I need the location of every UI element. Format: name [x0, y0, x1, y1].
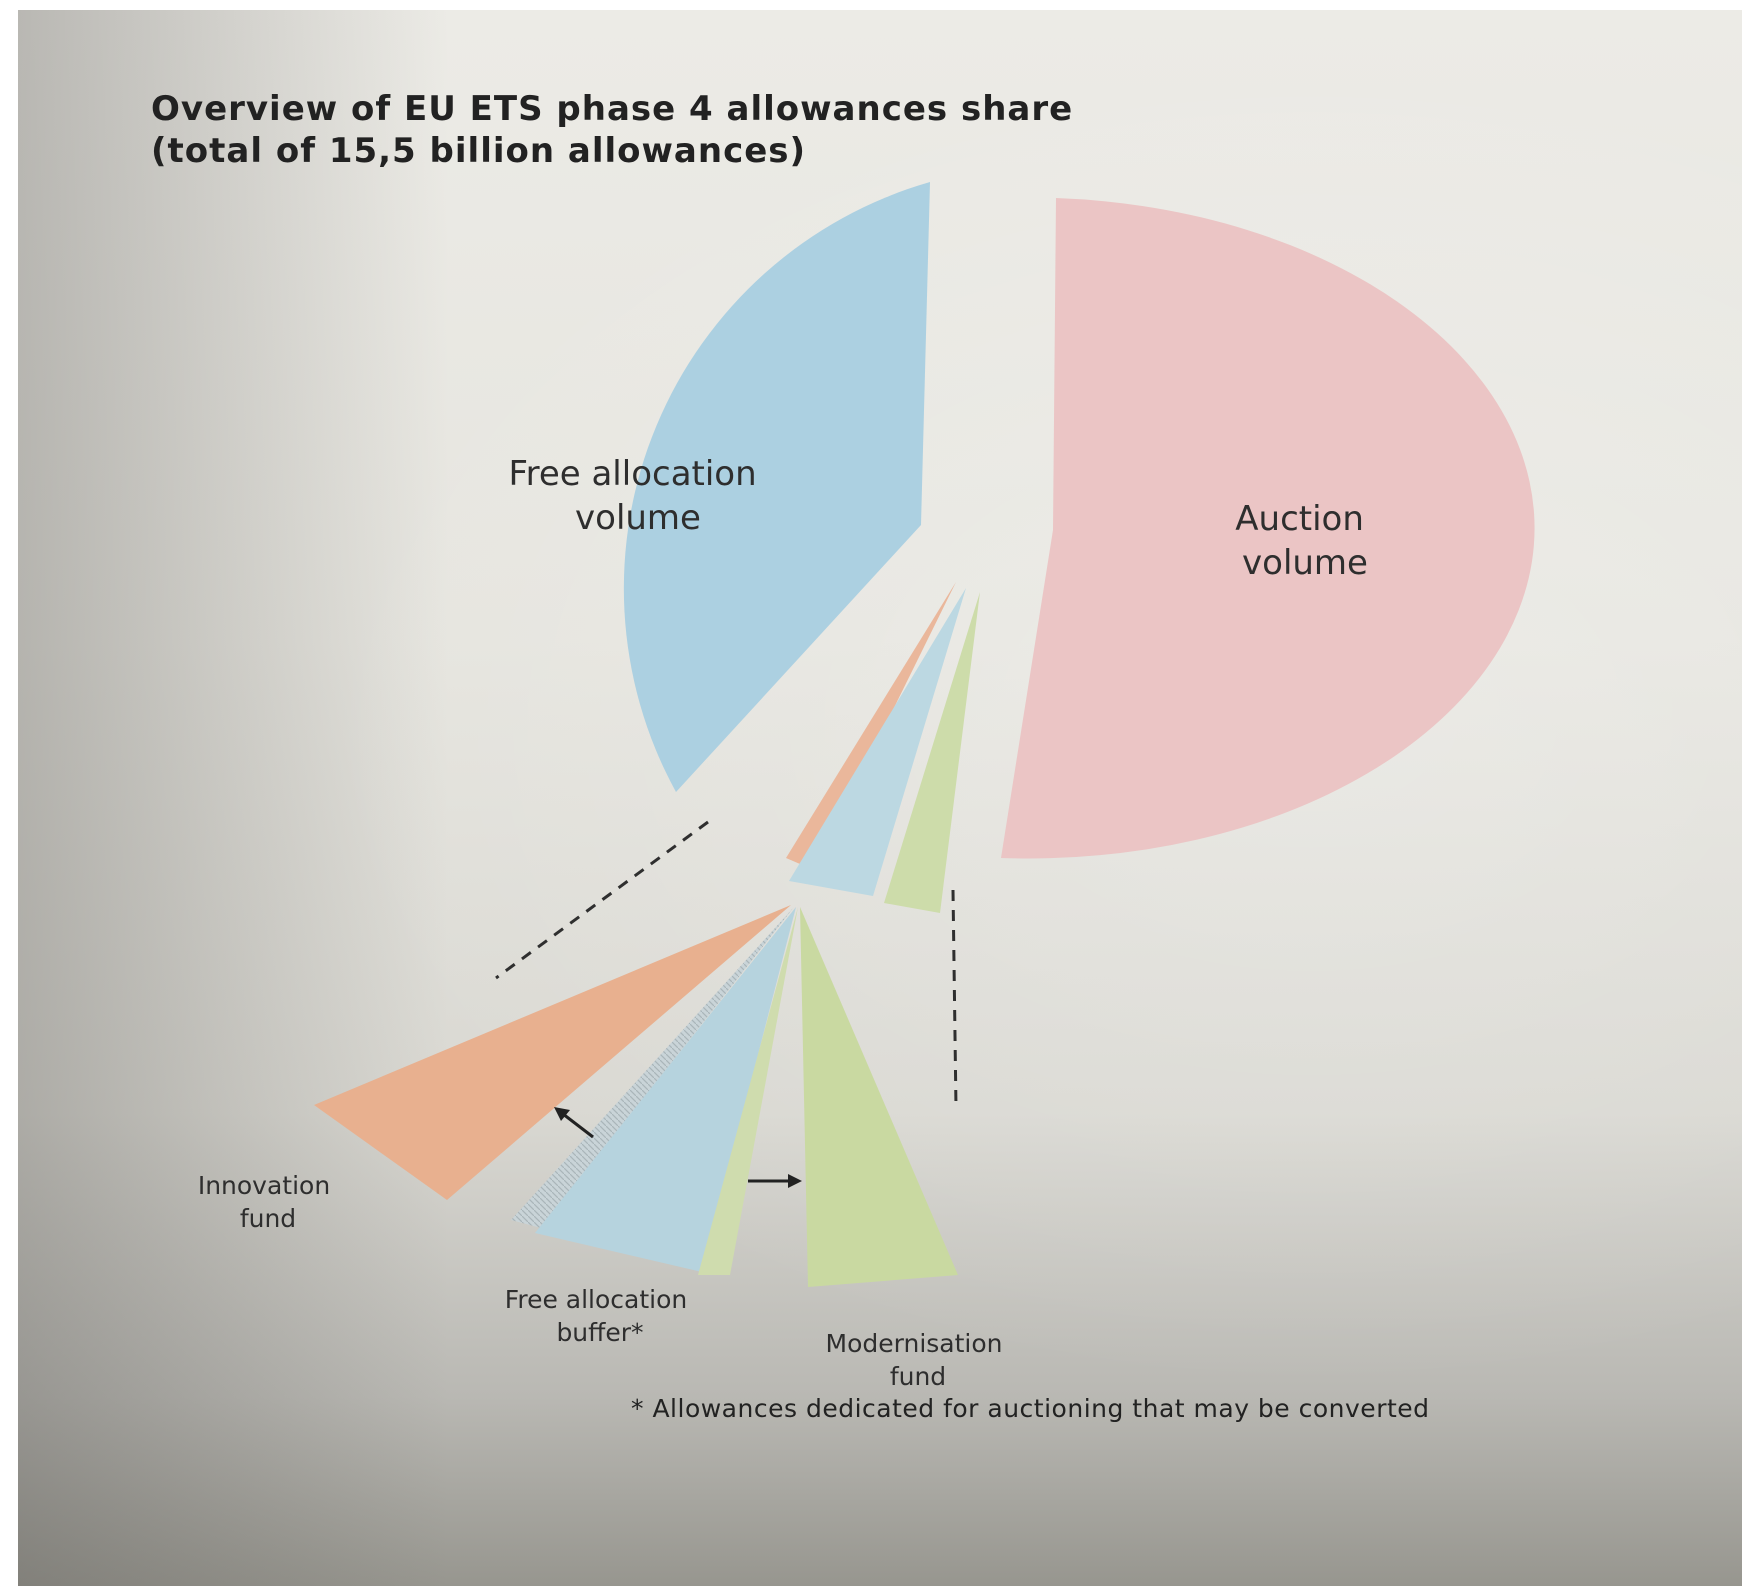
pie-chart: Free allocation volume Auction volume In… — [198, 182, 1535, 1391]
slice-free-allocation-buffer — [789, 588, 966, 896]
label-innovation-fund: Innovation fund — [198, 1171, 338, 1233]
arrow-icon-modernisation — [748, 1174, 802, 1188]
chart-title-line2: (total of 15,5 billion allowances) — [151, 131, 807, 171]
label-auction-line2: volume — [1242, 543, 1368, 583]
detail-slice-modernisation — [800, 907, 958, 1287]
chart-title: Overview of EU ETS phase 4 allowances sh… — [151, 88, 1451, 172]
connector-line-left — [495, 820, 709, 980]
slice-auction — [1001, 198, 1535, 859]
label-modernisation-line2: fund — [890, 1362, 946, 1391]
label-innovation-line1: Innovation — [198, 1171, 330, 1200]
arrow-icon-innovation — [554, 1107, 594, 1139]
detail-slice-innovation — [314, 905, 791, 1200]
label-free-allocation: Free allocation volume — [509, 454, 768, 538]
detail-slice-buffer — [535, 907, 796, 1272]
detail-slice-buffer-hatch — [511, 907, 794, 1228]
label-modernisation-fund: Modernisation fund — [826, 1329, 1011, 1391]
chart-title-line1: Overview of EU ETS phase 4 allowances sh… — [151, 89, 1074, 129]
footnote: * Allowances dedicated for auctioning th… — [631, 1394, 1430, 1423]
label-free-allocation-buffer: Free allocation buffer* — [505, 1285, 695, 1347]
chart-page: Overview of EU ETS phase 4 allowances sh… — [18, 10, 1742, 1586]
label-modernisation-line1: Modernisation — [826, 1329, 1003, 1358]
connector-line-right — [951, 889, 958, 1109]
slice-modernisation-fund — [884, 592, 980, 913]
label-free-allocation-line2: volume — [575, 498, 701, 538]
label-buffer-line2: buffer* — [556, 1318, 643, 1347]
slice-free-allocation — [623, 182, 930, 792]
label-auction: Auction volume — [1235, 499, 1374, 583]
label-free-allocation-line1: Free allocation — [509, 454, 757, 494]
detail-slice-buffer-green-edge — [698, 907, 798, 1275]
label-buffer-line1: Free allocation — [505, 1285, 687, 1314]
label-auction-line1: Auction — [1235, 499, 1364, 539]
label-innovation-line2: fund — [240, 1204, 296, 1233]
slice-innovation-fund — [786, 582, 956, 870]
